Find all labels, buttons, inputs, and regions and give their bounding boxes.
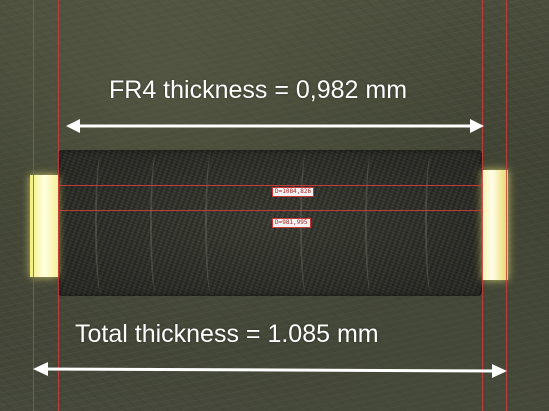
- measure-guide-vertical: [482, 0, 483, 411]
- measure-guide-vertical: [506, 0, 507, 411]
- fr4-thickness-label: FR4 thickness = 0,982 mm: [109, 76, 408, 104]
- arrowhead-right: [470, 119, 484, 133]
- copper-layer-left: [30, 175, 58, 277]
- measure-guide-vertical: [33, 0, 34, 411]
- glass-fiber-bundle: [425, 155, 437, 293]
- glass-fiber-bundle: [205, 155, 217, 293]
- fr4-core-cross-section: [58, 150, 482, 296]
- measurement-readout: D=981,995: [272, 218, 311, 228]
- glass-fiber-bundle: [365, 155, 377, 293]
- measure-guide-horizontal: [58, 210, 482, 211]
- total-thickness-label: Total thickness = 1.085 mm: [75, 320, 379, 348]
- glass-fiber-bundle: [150, 155, 162, 293]
- copper-layer-right: [482, 170, 508, 280]
- total-dimension-arrow: [41, 367, 499, 373]
- arrowhead-left: [66, 119, 80, 133]
- arrowhead-left: [33, 362, 48, 376]
- measurement-readout: D=1084,826: [272, 187, 315, 197]
- measure-guide-vertical: [58, 0, 59, 411]
- glass-fiber-bundle: [95, 155, 107, 293]
- measure-guide-horizontal: [58, 185, 482, 186]
- arrowhead-right: [492, 364, 507, 378]
